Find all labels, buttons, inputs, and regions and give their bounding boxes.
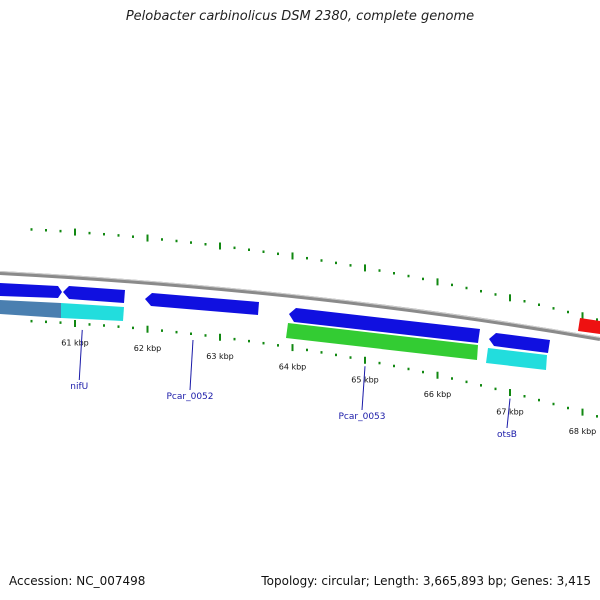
gene-feature[interactable]: [145, 293, 259, 315]
position-label: 62 kbp: [134, 344, 162, 353]
gene-label-leader: [78, 329, 83, 381]
gene-label[interactable]: nifU: [70, 382, 88, 392]
accession-text: Accession: NC_007498: [9, 574, 146, 588]
cds-feature[interactable]: [0, 300, 61, 318]
cds-feature[interactable]: [486, 348, 547, 370]
gene-labels: nifU Pcar_0052 Pcar_0053 otsB: [70, 329, 517, 440]
gene-label-leader: [189, 339, 194, 391]
genome-backbone: [0, 271, 600, 341]
gene-label[interactable]: Pcar_0053: [339, 412, 386, 422]
inner-tick-track: [30, 319, 598, 418]
gene-label[interactable]: Pcar_0052: [167, 392, 214, 402]
position-label: 66 kbp: [424, 390, 452, 399]
rna-feature[interactable]: [578, 318, 600, 334]
position-label: 64 kbp: [279, 363, 307, 372]
position-label: 68 kbp: [569, 427, 597, 436]
gene-label[interactable]: otsB: [497, 430, 517, 440]
gene-feature[interactable]: [489, 333, 550, 353]
outer-tick-track: [30, 228, 598, 321]
gene-label-leader: [506, 398, 511, 429]
gene-feature[interactable]: [63, 286, 125, 303]
cds-feature[interactable]: [61, 303, 124, 321]
gene-label-leader: [361, 366, 366, 411]
position-label: 61 kbp: [61, 338, 89, 347]
position-label: 63 kbp: [206, 352, 234, 361]
second-track-features: [0, 300, 547, 370]
forward-strand-features: [0, 283, 600, 353]
cds-feature[interactable]: [286, 323, 478, 360]
position-labels: 61 kbp 62 kbp 63 kbp 64 kbp 65 kbp 66 kbp 67 k…: [61, 338, 596, 436]
genome-stats-text: Topology: circular; Length: 3,665,893 bp…: [261, 574, 591, 588]
map-title: Pelobacter carbinolicus DSM 2380, comple…: [125, 9, 475, 24]
gene-feature[interactable]: [0, 283, 62, 298]
position-label: 65 kbp: [351, 375, 379, 384]
position-label: 67 kbp: [496, 408, 524, 417]
gene-feature[interactable]: [289, 308, 480, 343]
